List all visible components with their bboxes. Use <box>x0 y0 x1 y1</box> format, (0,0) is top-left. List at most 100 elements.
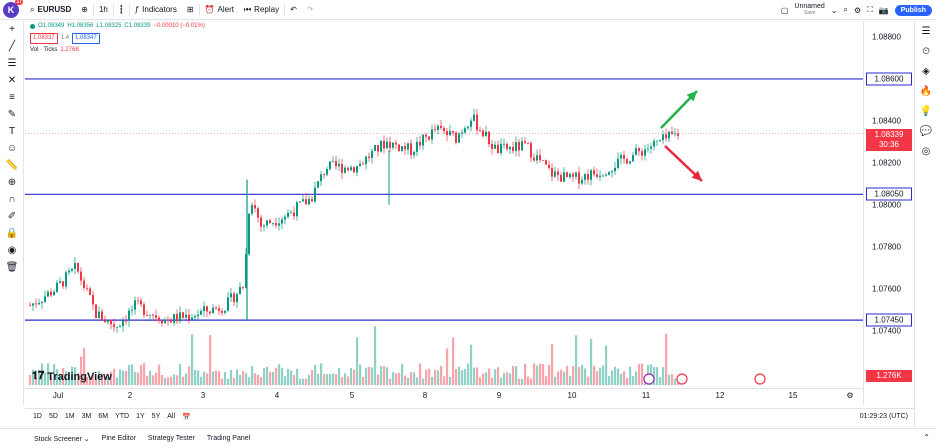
hotlist-icon[interactable]: 🔥 <box>919 85 933 97</box>
replay-button[interactable]: ⏮ Replay <box>239 0 284 20</box>
zoom-in-icon[interactable]: ⊕ <box>7 177 17 188</box>
candle-body <box>323 174 325 176</box>
volume-bar <box>383 366 386 385</box>
price-chart[interactable] <box>25 21 863 406</box>
trend-line-icon[interactable]: ╱ <box>8 41 16 52</box>
candle-body <box>674 133 676 135</box>
streams-icon[interactable]: ◎ <box>921 145 931 157</box>
watchlist-icon[interactable]: ☰ <box>921 25 931 37</box>
axis-settings-icon[interactable]: ⚙ <box>846 391 854 400</box>
buy-price-button[interactable]: 1.08347 <box>72 33 100 44</box>
lock-drawings-icon[interactable]: ✐ <box>7 211 17 222</box>
volume-bar <box>41 363 44 385</box>
range-button[interactable]: 5Y <box>151 413 161 420</box>
interval-button[interactable]: 1h <box>94 0 113 20</box>
volume-bar <box>377 374 380 385</box>
volume-bar <box>536 365 539 385</box>
volume-bar <box>635 371 638 385</box>
chart-type-button[interactable]: ┇ <box>114 0 129 20</box>
volume-bar <box>443 376 446 385</box>
volume-bar <box>341 377 344 385</box>
volume-bar <box>299 378 302 385</box>
bottom-panel-tab[interactable]: Strategy Tester <box>147 435 195 442</box>
candle-body <box>68 270 70 273</box>
camera-icon[interactable]: 📷 <box>878 5 889 15</box>
range-button[interactable]: 6M <box>98 413 109 420</box>
fullscreen-icon[interactable]: ⛶ <box>867 5 873 14</box>
settings-icon[interactable]: ⚙ <box>853 5 862 15</box>
candle-body <box>545 160 547 165</box>
candle-body <box>344 167 346 173</box>
range-button[interactable]: All <box>167 413 176 420</box>
publish-button[interactable]: Publish <box>894 4 932 16</box>
candle-body <box>59 281 61 283</box>
volume-bar <box>173 374 176 385</box>
volume-legend-row: Vol · Ticks 1.276K <box>30 46 205 55</box>
layout-icon[interactable]: ▢ <box>780 5 789 15</box>
candle-body <box>392 142 394 148</box>
sell-price-button[interactable]: 1.08337 <box>30 33 58 44</box>
candle-body <box>560 175 562 182</box>
range-button[interactable]: 1Y <box>136 413 145 420</box>
utc-clock[interactable]: 01:29:23 (UTC) <box>859 413 908 420</box>
range-button[interactable]: YTD <box>115 413 130 420</box>
candle-body <box>38 302 40 305</box>
volume-bar <box>512 365 515 385</box>
chevron-down-icon[interactable]: ⌄ <box>830 5 838 15</box>
crosshair-icon[interactable]: + <box>9 24 15 35</box>
lock-icon[interactable]: 🔒 <box>5 228 19 239</box>
compare-symbol-button[interactable]: ⊕ <box>76 0 93 20</box>
trash-icon[interactable]: 🗑 <box>5 262 19 273</box>
bottom-panel-tab[interactable]: Stock Screener ⌄ <box>34 435 90 443</box>
alerts-clock-icon[interactable]: ⏲ <box>922 45 930 57</box>
level-price-label[interactable]: 1.08050 <box>866 187 912 201</box>
time-tick-label: 4 <box>274 391 280 400</box>
candle-body <box>185 314 187 318</box>
layout-name-button[interactable]: Unnamed Save <box>794 3 824 17</box>
emoji-icon[interactable]: ☺ <box>6 143 18 154</box>
candle-body <box>119 326 121 328</box>
layers-icon[interactable]: ◈ <box>922 65 930 77</box>
level-price-label[interactable]: 1.07450 <box>866 313 912 327</box>
templates-button[interactable]: ⊞ <box>182 0 199 20</box>
bottom-panel-tab[interactable]: Trading Panel <box>206 435 251 442</box>
horizontal-lines-icon[interactable]: ☰ <box>7 58 17 69</box>
alert-button[interactable]: ⏰ Alert <box>200 0 239 20</box>
symbol-search-button[interactable]: ⌕ EURUSD <box>25 0 76 20</box>
range-button[interactable]: 3M <box>81 413 92 420</box>
visibility-icon[interactable]: ◉ <box>7 245 17 256</box>
redo-button[interactable]: ↷ <box>302 0 319 20</box>
indicators-button[interactable]: ƒ Indicators <box>130 0 182 20</box>
bottom-panel-tab[interactable]: Pine Editor <box>101 435 136 442</box>
range-button[interactable]: 1M <box>64 413 75 420</box>
candle-body <box>650 146 652 149</box>
ruler-icon[interactable]: 📏 <box>5 160 19 171</box>
go-to-date-icon[interactable]: 📅 <box>182 413 191 421</box>
economic-event-icon <box>643 373 655 385</box>
ideas-icon[interactable]: 💡 <box>919 105 933 117</box>
text-icon[interactable]: T <box>8 126 16 137</box>
chat-icon[interactable]: 💬 <box>919 125 933 137</box>
pitchfork-icon[interactable]: ✕ <box>7 75 17 86</box>
fib-retracement-icon[interactable]: ≡ <box>9 92 15 103</box>
volume-bar <box>542 364 545 385</box>
range-button[interactable]: 1D <box>33 413 42 420</box>
level-price-label[interactable]: 1.08600 <box>866 72 912 86</box>
collapse-panel-icon[interactable]: ⌃ <box>923 433 930 442</box>
volume-bar <box>500 377 503 385</box>
user-avatar[interactable]: K 17 <box>3 0 23 18</box>
candle-body <box>101 311 103 321</box>
candle-body <box>518 141 520 151</box>
candle-body <box>140 300 142 305</box>
magnet-icon[interactable]: ∩ <box>8 194 16 205</box>
brush-icon[interactable]: ✎ <box>7 109 17 120</box>
quick-search-icon[interactable]: ⌕ <box>843 5 848 14</box>
candle-body <box>170 320 172 323</box>
range-button[interactable]: 5D <box>48 413 58 420</box>
candle-body <box>677 133 679 136</box>
time-axis[interactable]: Jul 2 3 4 5 8 9 10 11 12 15 ⚙ <box>25 388 863 402</box>
price-scale[interactable]: 1.08800 1.08400 1.08200 1.08000 1.07800 1.076… <box>863 21 914 406</box>
undo-button[interactable]: ↶ <box>285 0 302 20</box>
volume-bar <box>296 368 299 385</box>
volume-bar <box>575 335 578 385</box>
